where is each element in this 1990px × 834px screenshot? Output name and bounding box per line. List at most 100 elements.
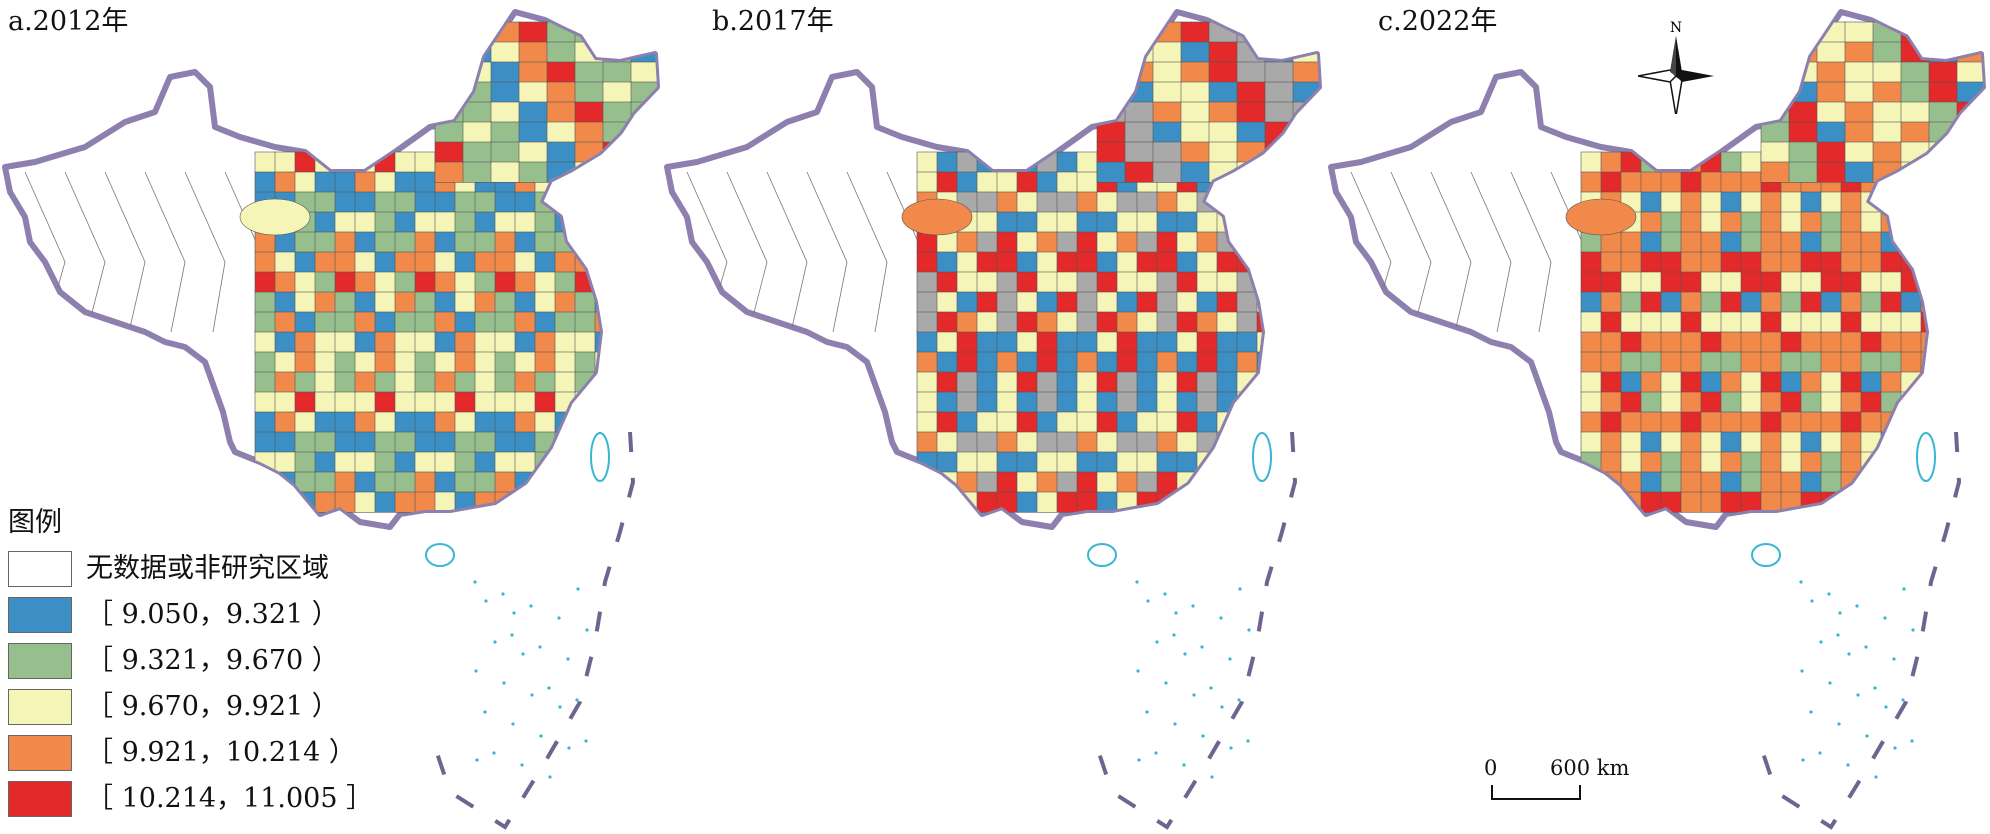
prefecture-cell	[314, 451, 336, 473]
island-dot	[1892, 657, 1896, 661]
legend-label: ［ 9.050，9.321 ）	[86, 599, 339, 630]
prefecture-cell	[434, 411, 456, 433]
prefecture-cell	[1940, 231, 1962, 253]
prefecture-cell	[574, 371, 596, 393]
prefecture-cell	[1600, 271, 1622, 293]
prefecture-cell	[1036, 371, 1058, 393]
prefecture-cell	[1016, 351, 1038, 373]
prefecture-cell	[976, 391, 998, 413]
prefecture-cell	[1920, 191, 1942, 213]
prefecture-cell	[976, 311, 998, 333]
island-dot	[1183, 652, 1187, 656]
prefecture-cell	[274, 331, 296, 353]
south-china-sea-boundary	[1759, 431, 1962, 830]
prefecture-cell	[996, 311, 1018, 333]
prefecture-cell	[1720, 431, 1742, 453]
prefecture-cell	[1116, 471, 1138, 493]
prefecture-cell	[314, 211, 336, 233]
prefecture-cell	[1600, 331, 1622, 353]
prefecture-cell	[1700, 291, 1722, 313]
prefecture-cell	[254, 471, 276, 493]
legend-label: ［ 9.670，9.921 ）	[86, 691, 339, 722]
prefecture-cell	[594, 251, 616, 273]
prefecture-cell	[1900, 371, 1922, 393]
prefecture-cell	[976, 211, 998, 233]
island-dot	[1893, 746, 1897, 750]
prefecture-cell	[1580, 251, 1602, 273]
prefecture-cell	[1872, 101, 1902, 123]
prefecture-cell	[1116, 271, 1138, 293]
panel-title-c: c.2022年	[1378, 6, 1498, 37]
prefecture-cell	[1056, 231, 1078, 253]
prefecture-cell	[1680, 491, 1702, 513]
prefecture-cell	[1196, 231, 1218, 253]
prefecture-cell	[1156, 191, 1178, 213]
prefecture-cell	[1180, 101, 1210, 123]
prefecture-cell	[1176, 391, 1198, 413]
prefecture-cell	[1844, 161, 1874, 183]
region-boundary	[1510, 171, 1552, 333]
prefecture-cell	[1720, 411, 1742, 433]
prefecture-cell	[614, 351, 636, 373]
prefecture-cell	[1820, 191, 1842, 213]
prefecture-cell	[490, 101, 520, 123]
prefecture-cell	[1016, 371, 1038, 393]
prefecture-cell	[1116, 451, 1138, 473]
prefecture-cell	[1940, 271, 1962, 293]
prefecture-cell	[474, 311, 496, 333]
prefecture-cell	[1016, 271, 1038, 293]
prefecture-cell	[546, 121, 576, 143]
prefecture-cell	[354, 431, 376, 453]
prefecture-cell	[354, 271, 376, 293]
prefecture-cell	[1096, 311, 1118, 333]
prefecture-cell	[936, 271, 958, 293]
prefecture-cell	[1860, 231, 1882, 253]
prefecture-cell	[394, 291, 416, 313]
prefecture-cell	[334, 231, 356, 253]
prefecture-cell	[374, 431, 396, 453]
prefecture-cell	[334, 391, 356, 413]
prefecture-cell	[1156, 391, 1178, 413]
prefecture-cell	[1680, 251, 1702, 273]
prefecture-cell	[354, 251, 376, 273]
prefecture-cell	[1016, 391, 1038, 413]
prefecture-cell	[1700, 311, 1722, 333]
prefecture-cell	[274, 271, 296, 293]
prefecture-cell	[534, 371, 556, 393]
prefecture-cell	[514, 351, 536, 373]
island-dot	[1228, 657, 1232, 661]
prefecture-cell	[1844, 101, 1874, 123]
prefecture-cell	[514, 211, 536, 233]
prefecture-cell	[434, 491, 456, 513]
prefecture-cell	[1760, 41, 1790, 63]
prefecture-cell	[1640, 491, 1662, 513]
prefecture-cell	[474, 351, 496, 373]
prefecture-cell	[334, 191, 356, 213]
prefecture-cell	[1176, 271, 1198, 293]
region-boundary	[1470, 171, 1512, 333]
prefecture-cell	[574, 231, 596, 253]
prefecture-cell	[1136, 431, 1158, 453]
prefecture-cell	[1208, 81, 1238, 103]
prefecture-cell	[314, 231, 336, 253]
prefecture-cell	[1156, 231, 1178, 253]
prefecture-cell	[1620, 431, 1642, 453]
island-dot	[539, 734, 543, 738]
prefecture-cell	[630, 21, 657, 43]
prefecture-cell	[1760, 191, 1782, 213]
prefecture-cell	[1036, 491, 1058, 513]
prefecture-cell	[434, 371, 456, 393]
island-dot	[1135, 580, 1139, 584]
prefecture-cell	[1920, 251, 1942, 273]
prefecture-cell	[1196, 291, 1218, 313]
prefecture-cell	[1760, 211, 1782, 233]
prefecture-cell	[554, 251, 576, 273]
prefecture-cell	[574, 171, 596, 193]
prefecture-cell	[1256, 371, 1278, 393]
island-dot	[510, 633, 514, 637]
prefecture-cell	[916, 411, 938, 433]
prefecture-cell	[1600, 171, 1622, 193]
prefecture-cell	[1256, 391, 1278, 413]
prefecture-cell	[1760, 291, 1782, 313]
island-dot	[1910, 739, 1914, 743]
